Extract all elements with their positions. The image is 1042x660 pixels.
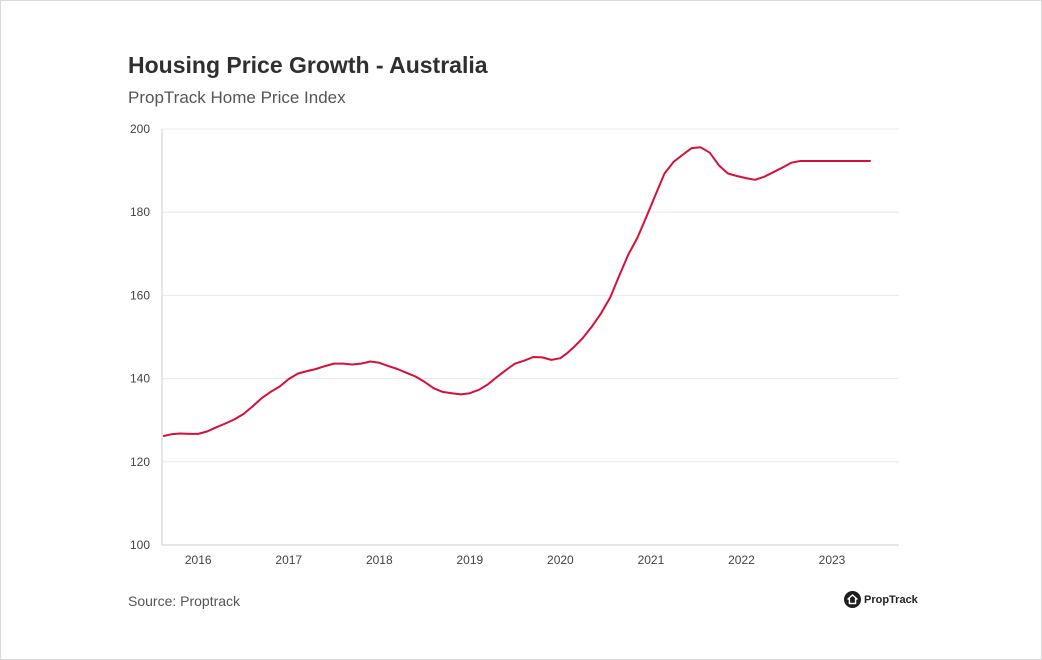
- source-note: Source: Proptrack: [128, 593, 241, 609]
- chart-title: Housing Price Growth - Australia: [128, 52, 488, 78]
- y-tick-label-200: 200: [130, 122, 150, 136]
- brand-name: PropTrack: [864, 593, 918, 606]
- y-tick-label-120: 120: [130, 455, 150, 469]
- y-tick-label-140: 140: [130, 372, 150, 386]
- house-icon: [844, 591, 861, 608]
- x-tick-labels: 2016 2017 2018 2019 2020 2021 2022 2023: [185, 553, 846, 567]
- x-tick-label-2016: 2016: [185, 553, 212, 567]
- x-tick-label-2021: 2021: [638, 553, 665, 567]
- x-tick-label-2023: 2023: [819, 553, 846, 567]
- chart-subtitle: PropTrack Home Price Index: [128, 88, 346, 107]
- x-tick-label-2020: 2020: [547, 553, 574, 567]
- y-tick-label-100: 100: [130, 538, 150, 552]
- x-tick-label-2018: 2018: [366, 553, 393, 567]
- y-tick-label-160: 160: [130, 288, 150, 302]
- axes: [161, 129, 899, 546]
- gridlines: [162, 128, 899, 463]
- series-line-0: [162, 146, 871, 437]
- x-tick-label-2022: 2022: [728, 553, 755, 567]
- y-tick-labels: 100 120 140 160 180 200: [130, 122, 150, 552]
- x-tick-label-2019: 2019: [456, 553, 483, 567]
- brand-logo: PropTrack: [844, 591, 918, 608]
- x-tick-label-2017: 2017: [275, 553, 302, 567]
- y-tick-label-180: 180: [130, 205, 150, 219]
- series-layer: [162, 146, 871, 437]
